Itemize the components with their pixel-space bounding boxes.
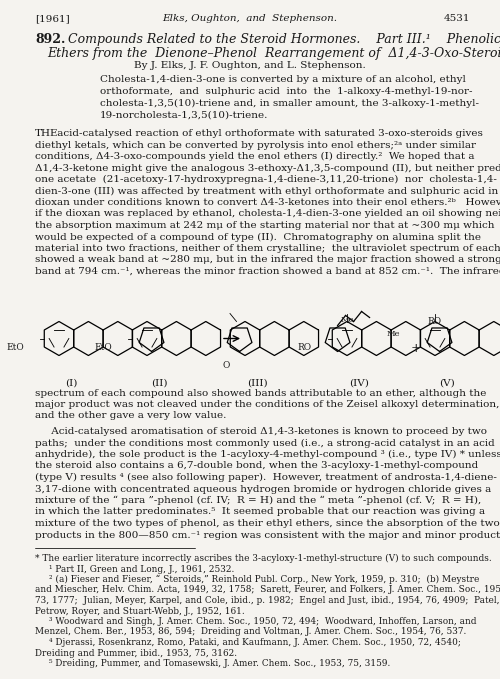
Text: acid-catalysed reaction of ethyl orthoformate with saturated 3-oxo-steroids give: acid-catalysed reaction of ethyl orthofo… bbox=[54, 129, 483, 138]
Text: (I): (I) bbox=[65, 378, 77, 388]
Text: (IV): (IV) bbox=[349, 378, 369, 388]
Text: (V): (V) bbox=[439, 378, 455, 388]
Text: mixture of the “ para ”-phenol (cf. IV;  R = H) and the “ meta ”-phenol (cf. V; : mixture of the “ para ”-phenol (cf. IV; … bbox=[35, 496, 481, 505]
Text: RO: RO bbox=[428, 316, 442, 325]
Text: THE: THE bbox=[35, 129, 58, 138]
Text: Menzel, Chem. Ber., 1953, 86, 594;  Dreiding and Voltman, J. Amer. Chem. Soc., 1: Menzel, Chem. Ber., 1953, 86, 594; Dreid… bbox=[35, 627, 466, 636]
Text: mixture of the two types of phenol, as their ethyl ethers, since the absorption : mixture of the two types of phenol, as t… bbox=[35, 519, 500, 528]
Text: Δ1,4-3-ketone might give the analogous 3-ethoxy-Δ1,3,5-compound (II), but neithe: Δ1,4-3-ketone might give the analogous 3… bbox=[35, 164, 500, 172]
Text: EtO: EtO bbox=[94, 342, 112, 352]
Text: orthoformate,  and  sulphuric acid  into  the  1-alkoxy-4-methyl-19-nor-: orthoformate, and sulphuric acid into th… bbox=[100, 87, 472, 96]
Text: and Miescher, Helv. Chim. Acta, 1949, 32, 1758;  Sarett, Feurer, and Folkers, J.: and Miescher, Helv. Chim. Acta, 1949, 32… bbox=[35, 585, 500, 595]
Text: (III): (III) bbox=[246, 378, 268, 388]
Text: By J. Elks, J. F. Oughton, and L. Stephenson.: By J. Elks, J. F. Oughton, and L. Stephe… bbox=[134, 61, 366, 70]
Text: ¹ Part II, Green and Long, J., 1961, 2532.: ¹ Part II, Green and Long, J., 1961, 253… bbox=[49, 564, 234, 574]
Text: Acid-catalysed aromatisation of steroid Δ1,4-3-ketones is known to proceed by tw: Acid-catalysed aromatisation of steroid … bbox=[35, 427, 487, 436]
Text: 892.: 892. bbox=[35, 33, 66, 46]
Text: +: + bbox=[410, 342, 422, 356]
Text: spectrum of each compound also showed bands attributable to an ether, although t: spectrum of each compound also showed ba… bbox=[35, 388, 486, 397]
Text: RO: RO bbox=[298, 342, 312, 352]
Text: band at 794 cm.⁻¹, whereas the minor fraction showed a band at 852 cm.⁻¹.  The i: band at 794 cm.⁻¹, whereas the minor fra… bbox=[35, 267, 500, 276]
Text: and the other gave a very low value.: and the other gave a very low value. bbox=[35, 411, 226, 420]
Text: Cholesta-1,4-dien-3-one is converted by a mixture of an alcohol, ethyl: Cholesta-1,4-dien-3-one is converted by … bbox=[100, 75, 466, 84]
Text: Me: Me bbox=[386, 331, 400, 339]
Text: [1961]: [1961] bbox=[35, 14, 70, 23]
Text: Compounds Related to the Steroid Hormones.    Part III.¹    Phenolic: Compounds Related to the Steroid Hormone… bbox=[68, 33, 500, 46]
Text: (type V) results ⁴ (see also following paper).  However, treatment of androsta-1: (type V) results ⁴ (see also following p… bbox=[35, 473, 497, 482]
Text: Dreiding and Pummer, ibid., 1953, 75, 3162.: Dreiding and Pummer, ibid., 1953, 75, 31… bbox=[35, 648, 237, 657]
Text: the absorption maximum at 242 mμ of the starting material nor that at ~300 mμ wh: the absorption maximum at 242 mμ of the … bbox=[35, 221, 494, 230]
Text: EtO: EtO bbox=[6, 342, 24, 352]
Text: paths;  under the conditions most commonly used (i.e., a strong-acid catalyst in: paths; under the conditions most commonl… bbox=[35, 439, 495, 447]
Text: ² (a) Fieser and Fieser, “ Steroids,” Reinhold Publ. Corp., New York, 1959, p. 3: ² (a) Fieser and Fieser, “ Steroids,” Re… bbox=[49, 575, 480, 585]
Text: major product was not cleaved under the conditions of the Zeisel alkoxyl determi: major product was not cleaved under the … bbox=[35, 400, 500, 409]
Text: conditions, Δ4-3-oxo-compounds yield the enol ethers (I) directly.²  We hoped th: conditions, Δ4-3-oxo-compounds yield the… bbox=[35, 152, 474, 161]
Text: 3,17-dione with concentrated aqueous hydrogen bromide or hydrogen chloride gives: 3,17-dione with concentrated aqueous hyd… bbox=[35, 485, 491, 494]
Text: material into two fractions, neither of them crystalline;  the ultraviolet spect: material into two fractions, neither of … bbox=[35, 244, 500, 253]
Text: products in the 800—850 cm.⁻¹ region was consistent with the major and minor pro: products in the 800—850 cm.⁻¹ region was… bbox=[35, 530, 500, 540]
Text: 73, 1777;  Julian, Meyer, Karpel, and Cole, ibid., p. 1982;  Engel and Just, ibi: 73, 1777; Julian, Meyer, Karpel, and Col… bbox=[35, 596, 500, 605]
Text: 19-norcholesta-1,3,5(10)-triene.: 19-norcholesta-1,3,5(10)-triene. bbox=[100, 111, 268, 120]
Text: showed a weak band at ~280 mμ, but in the infrared the major fraction showed a s: showed a weak band at ~280 mμ, but in th… bbox=[35, 255, 500, 265]
Text: anhydride), the sole product is the 1-acyloxy-4-methyl-compound ³ (i.e., type IV: anhydride), the sole product is the 1-ac… bbox=[35, 450, 500, 459]
Text: one acetate  (21-acetoxy-17-hydroxypregna-1,4-diene-3,11,20-trione)  nor  choles: one acetate (21-acetoxy-17-hydroxypregna… bbox=[35, 175, 497, 184]
Text: ³ Woodward and Singh, J. Amer. Chem. Soc., 1950, 72, 494;  Woodward, Inhoffen, L: ³ Woodward and Singh, J. Amer. Chem. Soc… bbox=[49, 617, 476, 626]
Text: O: O bbox=[222, 361, 230, 371]
Text: 4531: 4531 bbox=[444, 14, 470, 23]
Text: ⁴ Djerassi, Rosenkranz, Romo, Pataki, and Kaufmann, J. Amer. Chem. Soc., 1950, 7: ⁴ Djerassi, Rosenkranz, Romo, Pataki, an… bbox=[49, 638, 461, 647]
Text: * The earlier literature incorrectly ascribes the 3-acyloxy-1-methyl-structure (: * The earlier literature incorrectly asc… bbox=[35, 554, 492, 563]
Text: dioxan under conditions known to convert Δ4-3-ketones into their enol ethers.²ᵇ : dioxan under conditions known to convert… bbox=[35, 198, 500, 207]
Text: Ethers from the  Dienone–Phenol  Rearrangement of  Δ1,4-3-Oxo-Steroids.: Ethers from the Dienone–Phenol Rearrange… bbox=[47, 47, 500, 60]
Text: Elks, Oughton,  and  Stephenson.: Elks, Oughton, and Stephenson. bbox=[162, 14, 338, 23]
Text: cholesta-1,3,5(10)-triene and, in smaller amount, the 3-alkoxy-1-methyl-: cholesta-1,3,5(10)-triene and, in smalle… bbox=[100, 99, 479, 108]
Text: diethyl ketals, which can be converted by pyrolysis into enol ethers;²ᵃ under si: diethyl ketals, which can be converted b… bbox=[35, 141, 476, 149]
Text: Me: Me bbox=[340, 316, 354, 325]
Text: ⁵ Dreiding, Pummer, and Tomasewski, J. Amer. Chem. Soc., 1953, 75, 3159.: ⁵ Dreiding, Pummer, and Tomasewski, J. A… bbox=[49, 659, 390, 668]
Text: the steroid also contains a 6,7-double bond, when the 3-acyloxy-1-methyl-compoun: the steroid also contains a 6,7-double b… bbox=[35, 462, 478, 471]
Text: in which the latter predominates.⁵  It seemed probable that our reaction was giv: in which the latter predominates.⁵ It se… bbox=[35, 507, 485, 517]
Text: (II): (II) bbox=[151, 378, 167, 388]
Text: dien-3-one (III) was affected by treatment with ethyl orthoformate and sulphuric: dien-3-one (III) was affected by treatme… bbox=[35, 187, 498, 196]
Text: would be expected of a compound of type (II).  Chromatography on alumina split t: would be expected of a compound of type … bbox=[35, 232, 481, 242]
Text: if the dioxan was replaced by ethanol, cholesta-1,4-dien-3-one yielded an oil sh: if the dioxan was replaced by ethanol, c… bbox=[35, 210, 500, 219]
Text: Petrow, Royer, and Stuart-Webb, J., 1952, 161.: Petrow, Royer, and Stuart-Webb, J., 1952… bbox=[35, 606, 245, 615]
